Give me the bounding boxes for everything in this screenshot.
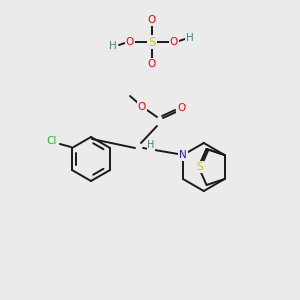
- Text: O: O: [148, 59, 156, 69]
- Text: O: O: [170, 37, 178, 47]
- Text: H: H: [186, 33, 194, 43]
- Text: S: S: [148, 35, 156, 49]
- Text: O: O: [138, 102, 146, 112]
- Text: O: O: [177, 103, 185, 113]
- Text: S: S: [196, 162, 203, 172]
- Text: H: H: [109, 41, 117, 51]
- Text: H: H: [147, 140, 155, 150]
- Text: O: O: [148, 15, 156, 25]
- Text: Cl: Cl: [47, 136, 57, 146]
- Text: N: N: [179, 150, 187, 160]
- Text: O: O: [126, 37, 134, 47]
